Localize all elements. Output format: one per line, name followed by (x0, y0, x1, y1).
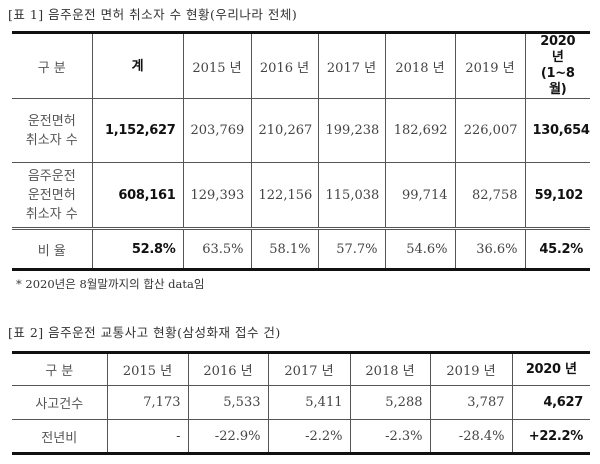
row-label-line: 음주운전 (27, 168, 76, 184)
cell-2016: 122,156 (250, 162, 319, 230)
header-2016: 2016 년 (250, 32, 319, 99)
cell-2017: 199,238 (317, 98, 386, 163)
table-row: 비 율 52.8% 63.5% 58.1% 57.7% 54.6% 36.6% … (12, 228, 590, 270)
header-2017: 2017 년 (267, 352, 351, 386)
header-2018: 2018 년 (384, 32, 456, 99)
cell-total: 52.8% (91, 228, 184, 270)
cell-2017: -2.2% (267, 419, 351, 454)
cell-2015: 129,393 (182, 162, 252, 230)
cell-2020: 130,654 (524, 98, 590, 163)
table-row: 사고건수 7,173 5,533 5,411 5,288 3,787 4,627 (12, 385, 590, 420)
table-drunk-driving-accidents: 구 분 2015 년 2016 년 2017 년 2018 년 2019 년 2… (12, 351, 590, 455)
cell-2017: 115,038 (317, 162, 386, 230)
cell-2017: 5,411 (267, 385, 351, 420)
table-license-revocations: 구 분 계 2015 년 2016 년 2017 년 2018 년 2019 년… (12, 31, 590, 271)
cell-2019: 226,007 (454, 98, 526, 163)
cell-2018: 5,288 (349, 385, 431, 420)
header-2019: 2019 년 (429, 352, 513, 386)
table1-caption: [표 1] 음주운전 면허 취소자 수 현황(우리나라 전체) (8, 7, 298, 22)
table-header-row: 구 분 계 2015 년 2016 년 2017 년 2018 년 2019 년… (12, 32, 590, 99)
table-row: 음주운전 운전면허 취소자 수 608,161 129,393 122,156 … (12, 162, 590, 230)
cell-total: 1,152,627 (91, 98, 184, 163)
row-label-line: 운전면허 (27, 187, 76, 203)
header-2018: 2018 년 (349, 352, 431, 386)
header-2020: 2020 년 (1~8 월) (524, 32, 590, 99)
cell-2015: 63.5% (182, 228, 252, 270)
row-label: 전년비 (12, 419, 108, 454)
cell-2016: 5,533 (187, 385, 269, 420)
header-2020-year: 2020 년 (540, 34, 576, 65)
cell-2015: 7,173 (106, 385, 189, 420)
table-row: 운전면허 취소자 수 1,152,627 203,769 210,267 199… (12, 98, 590, 163)
row-label: 운전면허 취소자 수 (12, 98, 93, 163)
cell-2015: 203,769 (182, 98, 252, 163)
cell-2016: 58.1% (250, 228, 319, 270)
header-2020: 2020 년 (511, 352, 590, 386)
cell-2019: 82,758 (454, 162, 526, 230)
header-category: 구 분 (12, 352, 108, 386)
cell-2018: 54.6% (384, 228, 456, 270)
table-header-row: 구 분 2015 년 2016 년 2017 년 2018 년 2019 년 2… (12, 352, 590, 386)
cell-2019: 36.6% (454, 228, 526, 270)
row-label: 사고건수 (12, 385, 108, 420)
cell-2016: -22.9% (187, 419, 269, 454)
table-row: 전년비 - -22.9% -2.2% -2.3% -28.4% +22.2% (12, 419, 590, 454)
header-2016: 2016 년 (187, 352, 269, 386)
cell-2015: - (106, 419, 189, 454)
row-label-line: 취소자 수 (25, 206, 78, 222)
header-2019: 2019 년 (454, 32, 526, 99)
cell-2017: 57.7% (317, 228, 386, 270)
row-label: 비 율 (12, 228, 93, 270)
table2-caption: [표 2] 음주운전 교통사고 현황(삼성화재 접수 건) (8, 325, 281, 340)
cell-2020: 59,102 (524, 162, 590, 230)
cell-2020: +22.2% (511, 419, 590, 454)
cell-2018: 99,714 (384, 162, 456, 230)
header-category: 구 분 (12, 32, 93, 99)
header-2015: 2015 년 (182, 32, 252, 99)
cell-2016: 210,267 (250, 98, 319, 163)
header-total: 계 (91, 32, 184, 99)
cell-2018: 182,692 (384, 98, 456, 163)
cell-total: 608,161 (91, 162, 184, 230)
cell-2020: 45.2% (524, 228, 590, 270)
header-2015: 2015 년 (106, 352, 189, 386)
cell-2019: 3,787 (429, 385, 513, 420)
header-2020-months: (1~8 월) (540, 66, 575, 97)
row-label: 음주운전 운전면허 취소자 수 (12, 162, 93, 230)
footnote: * 2020년은 8월말까지의 합산 data임 (16, 277, 205, 291)
header-2017: 2017 년 (317, 32, 386, 99)
cell-2019: -28.4% (429, 419, 513, 454)
row-label-line: 운전면허 (27, 113, 76, 129)
cell-2018: -2.3% (349, 419, 431, 454)
cell-2020: 4,627 (511, 385, 590, 420)
row-label-line: 취소자 수 (25, 132, 78, 148)
